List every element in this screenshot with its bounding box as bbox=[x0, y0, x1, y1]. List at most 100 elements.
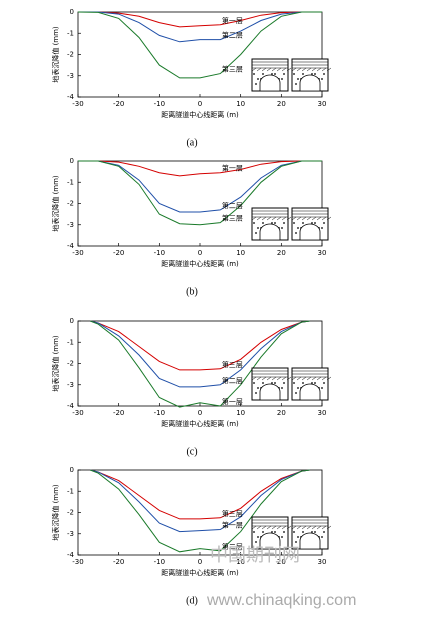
y-tick-label: -1 bbox=[67, 338, 74, 346]
icon-hatch bbox=[271, 67, 277, 72]
caption: (d) bbox=[186, 595, 198, 606]
icon-hatch bbox=[321, 376, 327, 381]
series-label: 第三层 bbox=[222, 214, 243, 223]
y-tick-label: 0 bbox=[70, 317, 74, 325]
icon-dot bbox=[314, 73, 316, 75]
series-line bbox=[78, 11, 322, 28]
tunnel-icon bbox=[251, 58, 332, 92]
icon-hatch bbox=[281, 525, 287, 530]
icon-dot bbox=[253, 222, 255, 224]
y-tick-label: -1 bbox=[67, 178, 74, 186]
icon-hatch bbox=[306, 376, 312, 381]
icon-dot bbox=[255, 232, 257, 234]
icon-hatch bbox=[261, 525, 267, 530]
series-label: 第二层 bbox=[222, 201, 243, 210]
icon-hatch bbox=[266, 67, 272, 72]
caption: (c) bbox=[186, 446, 197, 457]
x-tick-label: 10 bbox=[236, 409, 245, 417]
x-tick-label: -20 bbox=[113, 558, 124, 566]
icon-hatch bbox=[251, 216, 257, 221]
series-line bbox=[78, 160, 322, 226]
icon-hatch bbox=[271, 216, 277, 221]
icon-hatch bbox=[316, 525, 322, 530]
x-tick-label: 20 bbox=[277, 100, 286, 108]
icon-dot bbox=[323, 531, 325, 533]
icon-dot bbox=[271, 531, 273, 533]
icon-hatch bbox=[276, 216, 282, 221]
icon-arch bbox=[299, 74, 321, 92]
watermark-text: 中国期刊网 bbox=[210, 545, 300, 566]
y-tick-label: -3 bbox=[67, 381, 74, 389]
x-tick-label: -20 bbox=[113, 100, 124, 108]
series-line bbox=[90, 320, 310, 388]
icon-hatch bbox=[301, 376, 307, 381]
y-tick-label: -1 bbox=[67, 29, 74, 37]
icon-dot bbox=[314, 222, 316, 224]
icon-dot bbox=[253, 382, 255, 384]
watermark-url: www.chinaqking.com bbox=[206, 592, 356, 609]
icon-dot bbox=[321, 536, 323, 538]
icon-hatch bbox=[316, 376, 322, 381]
icon-hatch bbox=[281, 376, 287, 381]
icon-dot bbox=[271, 73, 273, 75]
icon-dot bbox=[274, 73, 276, 75]
series-label: 第一层 bbox=[222, 16, 243, 25]
icon-dot bbox=[321, 227, 323, 229]
x-tick-label: 0 bbox=[198, 100, 202, 108]
icon-hatch bbox=[326, 216, 332, 221]
icon-dot bbox=[257, 536, 259, 538]
x-tick-label: 20 bbox=[277, 249, 286, 257]
icon-arch bbox=[259, 223, 281, 241]
y-tick-label: 0 bbox=[70, 466, 74, 474]
icon-dot bbox=[321, 78, 323, 80]
icon-hatch bbox=[261, 216, 267, 221]
icon-dot bbox=[297, 387, 299, 389]
icon-dot bbox=[314, 382, 316, 384]
x-tick-label: -30 bbox=[72, 409, 83, 417]
icon-hatch bbox=[296, 525, 302, 530]
y-tick-label: -2 bbox=[67, 360, 74, 368]
y-axis-label: 地表沉降值 (mm) bbox=[51, 335, 60, 392]
icon-dot bbox=[295, 83, 297, 85]
x-tick-label: 0 bbox=[198, 409, 202, 417]
icon-hatch bbox=[311, 216, 317, 221]
icon-hatch bbox=[306, 216, 312, 221]
icon-dot bbox=[293, 382, 295, 384]
icon-dot bbox=[297, 536, 299, 538]
icon-dot bbox=[293, 531, 295, 533]
icon-hatch bbox=[266, 376, 272, 381]
y-tick-label: -3 bbox=[67, 530, 74, 538]
icon-dot bbox=[321, 387, 323, 389]
icon-hatch bbox=[251, 67, 257, 72]
y-axis-label: 地表沉降值 (mm) bbox=[51, 484, 60, 541]
x-axis-label: 距离隧道中心线距离 (m) bbox=[161, 419, 239, 428]
icon-dot bbox=[323, 73, 325, 75]
icon-hatch bbox=[266, 525, 272, 530]
icon-dot bbox=[255, 392, 257, 394]
series-line bbox=[78, 160, 322, 213]
caption: (b) bbox=[186, 286, 198, 297]
x-tick-label: 0 bbox=[198, 249, 202, 257]
series-line bbox=[90, 469, 310, 533]
icon-hatch bbox=[321, 67, 327, 72]
series-label: 第一层 bbox=[222, 164, 243, 173]
x-tick-label: -10 bbox=[154, 100, 165, 108]
icon-dot bbox=[302, 531, 304, 533]
x-tick-label: 10 bbox=[236, 558, 245, 566]
series-label: 第三层 bbox=[222, 65, 243, 74]
x-tick-label: -20 bbox=[113, 249, 124, 257]
icon-dot bbox=[323, 382, 325, 384]
tunnel-icon bbox=[251, 516, 332, 550]
icon-dot bbox=[283, 222, 285, 224]
x-tick-label: -10 bbox=[154, 249, 165, 257]
icon-dot bbox=[262, 382, 264, 384]
icon-dot bbox=[253, 531, 255, 533]
icon-dot bbox=[271, 222, 273, 224]
icon-dot bbox=[271, 382, 273, 384]
icon-hatch bbox=[261, 376, 267, 381]
y-tick-label: -3 bbox=[67, 72, 74, 80]
icon-dot bbox=[311, 73, 313, 75]
x-tick-label: 30 bbox=[318, 100, 327, 108]
icon-dot bbox=[274, 531, 276, 533]
